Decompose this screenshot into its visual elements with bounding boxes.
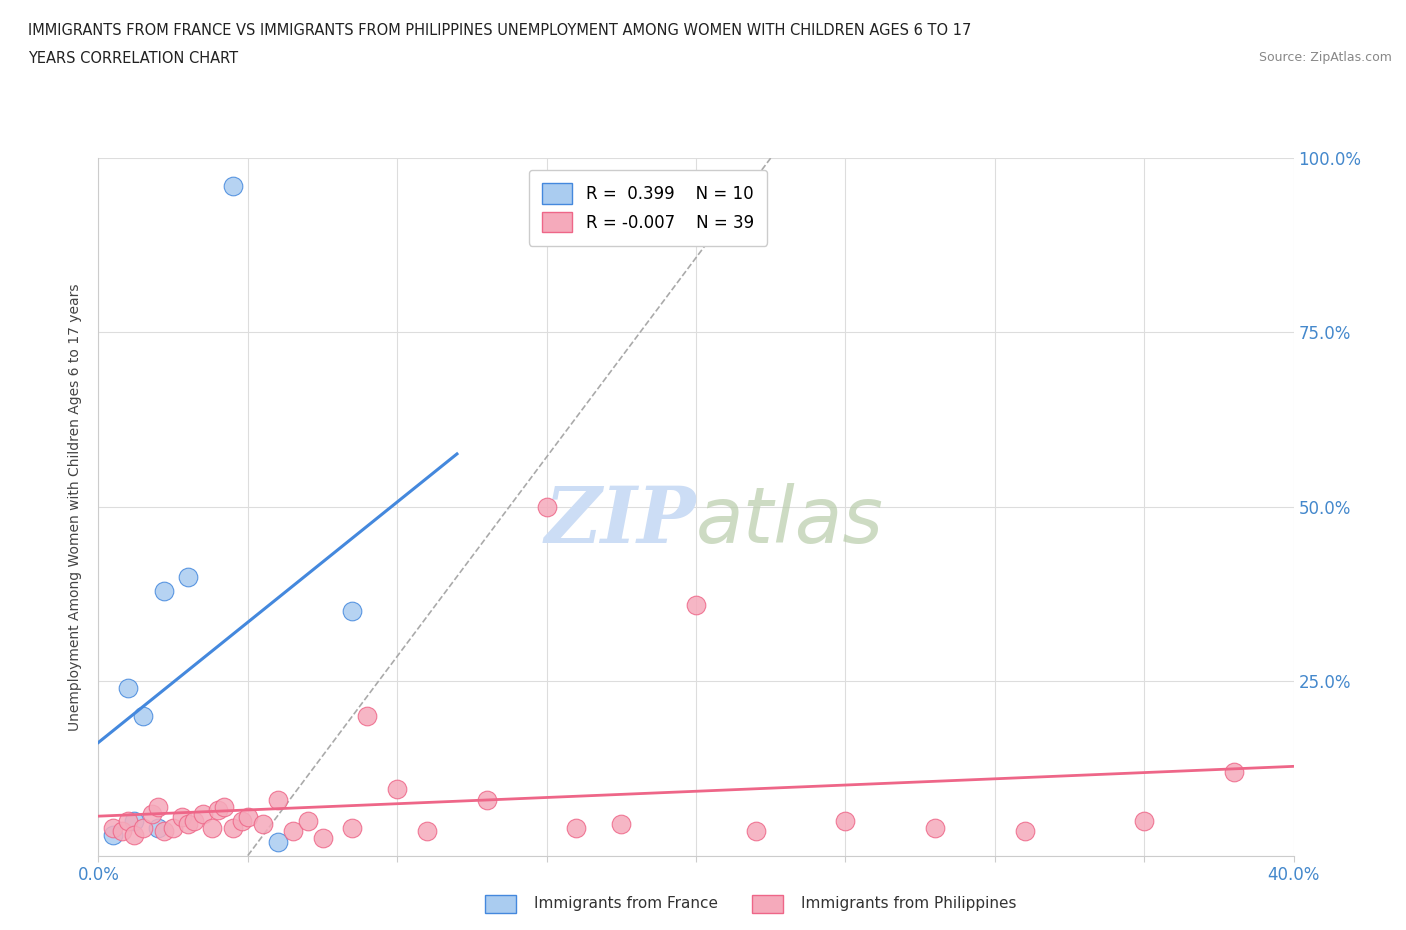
Point: [124, 813, 146, 829]
Point: [416, 824, 439, 839]
Point: [281, 824, 304, 839]
Y-axis label: Unemployment Among Women with Children Ages 6 to 17 years: Unemployment Among Women with Children A…: [69, 283, 83, 731]
Point: [610, 817, 633, 831]
Point: [177, 817, 200, 831]
Point: [565, 820, 588, 835]
Point: [191, 806, 214, 821]
Point: [252, 817, 274, 831]
Point: [117, 813, 139, 829]
Point: [1014, 824, 1036, 839]
Point: [745, 824, 768, 839]
Point: [201, 820, 224, 835]
Point: [834, 813, 856, 829]
Point: [141, 806, 163, 821]
Point: [311, 830, 333, 845]
Point: [132, 709, 155, 724]
Text: Immigrants from France: Immigrants from France: [534, 897, 718, 911]
Point: [231, 813, 253, 829]
Point: [222, 820, 245, 835]
Point: [162, 820, 184, 835]
Point: [124, 828, 146, 843]
Point: [236, 810, 259, 825]
Point: [267, 834, 290, 849]
Point: [111, 824, 134, 839]
Point: [153, 824, 176, 839]
Point: [1133, 813, 1156, 829]
Text: Source: ZipAtlas.com: Source: ZipAtlas.com: [1258, 51, 1392, 64]
Text: Immigrants from Philippines: Immigrants from Philippines: [801, 897, 1017, 911]
Text: IMMIGRANTS FROM FRANCE VS IMMIGRANTS FROM PHILIPPINES UNEMPLOYMENT AMONG WOMEN W: IMMIGRANTS FROM FRANCE VS IMMIGRANTS FRO…: [28, 23, 972, 38]
Point: [103, 828, 125, 843]
Point: [924, 820, 946, 835]
Point: [342, 604, 364, 619]
Point: [356, 709, 378, 724]
Point: [148, 820, 170, 835]
Point: [148, 800, 170, 815]
Point: [177, 569, 200, 584]
Point: [342, 820, 364, 835]
Point: [207, 803, 229, 817]
Point: [222, 179, 245, 193]
Point: [172, 810, 194, 825]
Point: [153, 583, 176, 598]
Point: [212, 800, 235, 815]
Point: [183, 813, 205, 829]
Text: ZIP: ZIP: [544, 483, 696, 559]
Text: atlas: atlas: [696, 483, 884, 559]
Point: [267, 792, 290, 807]
Point: [103, 820, 125, 835]
Point: [297, 813, 319, 829]
Legend: R =  0.399    N = 10, R = -0.007    N = 39: R = 0.399 N = 10, R = -0.007 N = 39: [529, 170, 768, 246]
Point: [117, 681, 139, 696]
Text: YEARS CORRELATION CHART: YEARS CORRELATION CHART: [28, 51, 238, 66]
Point: [1223, 764, 1246, 779]
Point: [132, 820, 155, 835]
Point: [475, 792, 498, 807]
Point: [685, 597, 707, 612]
Point: [536, 499, 558, 514]
Point: [385, 782, 409, 797]
